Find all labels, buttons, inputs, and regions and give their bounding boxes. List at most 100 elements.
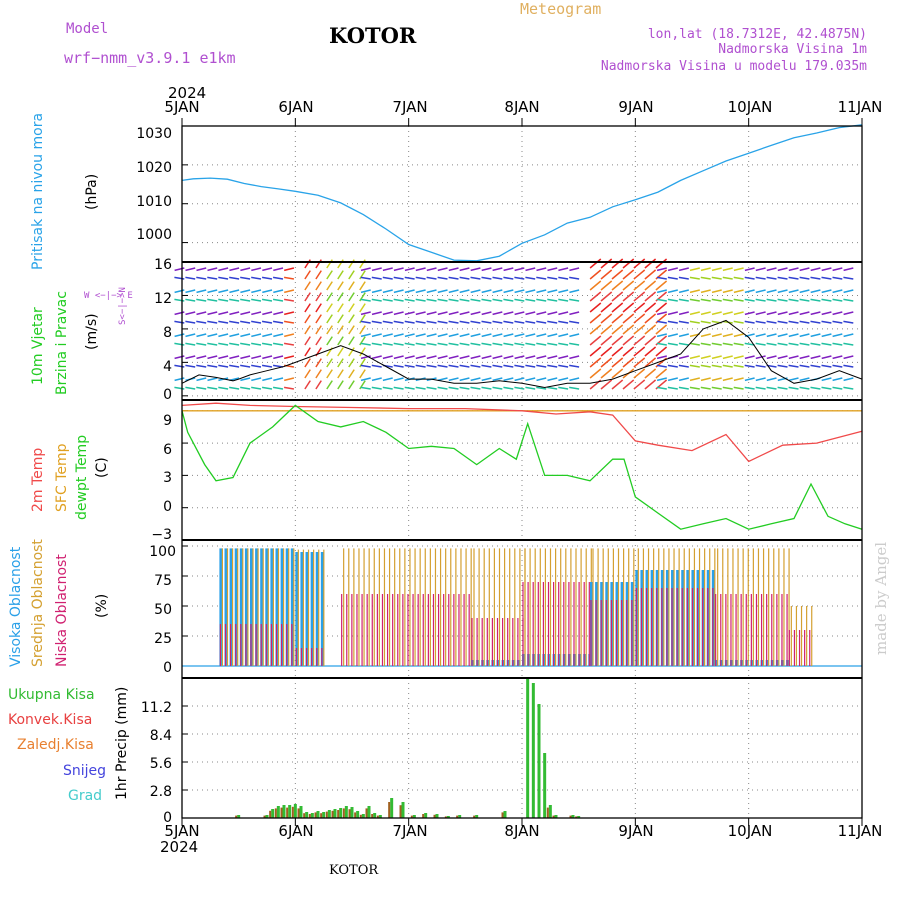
wind-arrow: [492, 364, 503, 368]
wind-arrow: [722, 342, 733, 346]
wind-arrow: [437, 333, 448, 338]
wind-arrow: [207, 377, 218, 382]
wind-arrow: [722, 333, 733, 338]
wind-arrow: [600, 280, 613, 291]
x-tick-label-bottom: 9JAN: [618, 822, 653, 840]
wind-arrow: [644, 302, 657, 313]
wind-arrow: [315, 325, 322, 335]
wind-arrow: [777, 342, 788, 346]
wind-arrow: [722, 311, 733, 316]
wind-arrow: [611, 280, 624, 291]
wind-arrow: [733, 386, 744, 390]
wind-arrow: [558, 377, 569, 382]
precip-bar-conv: [337, 810, 340, 818]
wind-arrow: [262, 289, 273, 294]
wind-arrow: [315, 369, 322, 379]
wind-arrow: [733, 289, 744, 294]
wind-arrow: [810, 333, 821, 338]
wind-arrow: [251, 311, 262, 316]
wind-arrow: [273, 289, 284, 294]
wind-arrow: [359, 314, 366, 324]
precip-bar-conv: [433, 814, 436, 818]
wind-arrow: [304, 369, 311, 379]
wind-arrow: [755, 364, 766, 368]
wind-arrow: [733, 377, 744, 382]
wind-arrow: [525, 355, 536, 360]
wind-arrow: [448, 377, 459, 382]
wind-arrow: [525, 311, 536, 316]
wind-arrow: [821, 386, 832, 390]
wind-arrow: [348, 358, 355, 368]
wind-arrow: [240, 289, 251, 294]
wind-arrow: [744, 386, 755, 390]
station-title: KOTOR: [329, 23, 417, 48]
wind-arrow: [459, 377, 470, 382]
wind-arrow: [251, 276, 262, 280]
x-tick-label-bottom: 5JAN: [164, 822, 199, 840]
x-axis-bottom: 5JAN 6JAN 7JAN 8JAN 9JAN 10JAN 11JAN: [164, 822, 882, 840]
wind-arrow: [348, 270, 355, 280]
wind-arrow: [393, 386, 404, 390]
wind-arrow: [273, 311, 284, 316]
wind-arrow: [426, 267, 437, 272]
wind-arrow: [644, 280, 657, 291]
wind-arrow: [359, 325, 366, 335]
wind-arrow: [459, 333, 470, 338]
wind-arrow: [481, 333, 492, 338]
precip-bar-conv: [297, 808, 300, 818]
wind-arrow: [525, 364, 536, 368]
wind-arrow: [832, 267, 843, 272]
wind-arrow: [667, 289, 678, 294]
wind-arrow: [359, 369, 366, 379]
wind-arrow: [622, 335, 635, 346]
wind-arrow: [766, 342, 777, 346]
footer-station: KOTOR: [329, 863, 379, 878]
cloud-bar-high: [315, 552, 319, 666]
wind-arrow: [240, 342, 251, 346]
wind-arrow: [547, 386, 558, 390]
wind-arrow: [678, 311, 689, 316]
wind-arrow: [284, 311, 295, 316]
wind-arrow: [218, 298, 229, 302]
temp-ytick: 9: [163, 413, 172, 429]
wind-arrow: [755, 298, 766, 302]
wind-arrow: [656, 311, 667, 316]
wind-arrow: [777, 311, 788, 316]
wind-arrow: [404, 289, 415, 294]
wind-arrow: [426, 386, 437, 390]
wind-arrow: [218, 355, 229, 360]
wind-arrow: [633, 313, 646, 324]
wind-arrow: [304, 314, 311, 324]
wind-arrow: [404, 276, 415, 280]
wind-arrow: [799, 355, 810, 360]
wind-arrow: [832, 311, 843, 316]
wind-arrow: [196, 267, 207, 272]
wind-arrow: [437, 355, 448, 360]
wind-arrow: [207, 267, 218, 272]
wind-arrow: [689, 276, 700, 280]
wind-arrow: [611, 258, 624, 269]
wind-arrow: [689, 298, 700, 302]
wind-arrow: [371, 320, 382, 324]
wind-arrow: [832, 342, 843, 346]
precip-bar-conv: [371, 814, 374, 818]
wind-arrow: [644, 368, 657, 379]
cloud-ytick: 100: [149, 544, 176, 560]
wind-arrow: [415, 298, 426, 302]
lonlat-text: lon,lat (18.7312E, 42.4875N): [648, 27, 867, 42]
precip-bar-total: [265, 815, 269, 818]
precip-ytick: 0: [163, 810, 172, 826]
wind-arrow: [273, 267, 284, 272]
wind-arrow: [689, 342, 700, 346]
wind-arrow: [569, 386, 580, 390]
cloud-bar-high: [295, 552, 299, 666]
cloud-bar-high: [270, 548, 274, 666]
wind-arrow: [589, 258, 602, 269]
wind-arrow: [470, 267, 481, 272]
wind-arrow: [360, 289, 371, 294]
wind-arrow: [337, 358, 344, 368]
wind-arrow: [711, 333, 722, 338]
wind-arrow: [788, 320, 799, 324]
wind-arrow: [207, 320, 218, 324]
wind-arrow: [514, 276, 525, 280]
